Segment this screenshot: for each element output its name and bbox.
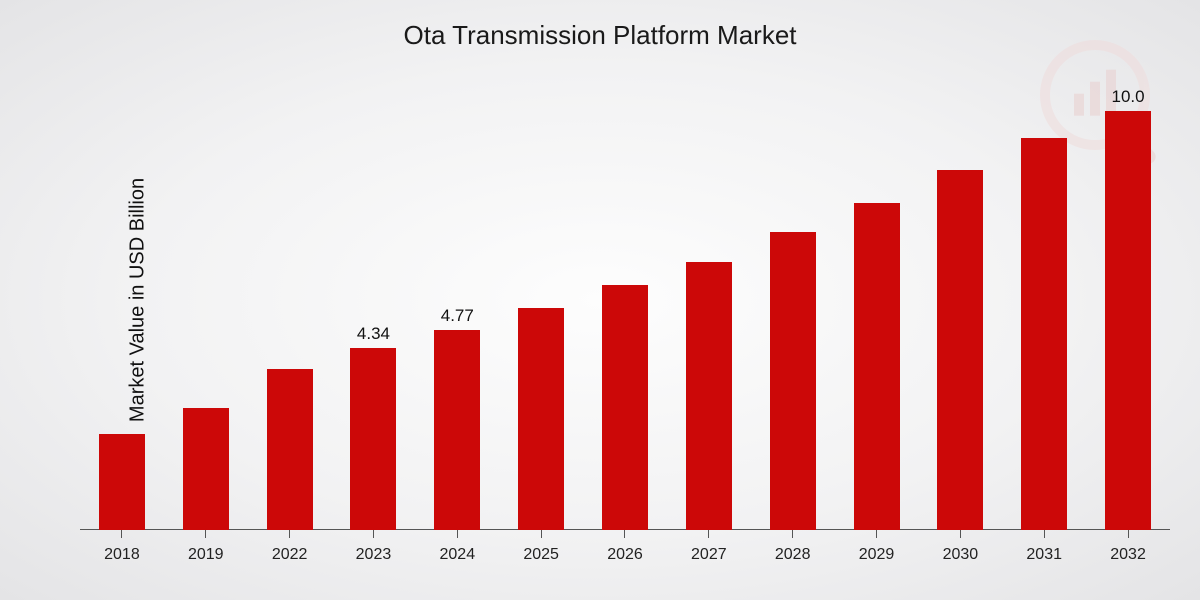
bar	[518, 308, 564, 530]
bar-slot	[835, 90, 919, 530]
x-axis-labels: 2018201920222023202420252026202720282029…	[80, 546, 1170, 564]
bar-slot	[667, 90, 751, 530]
bars-container: 4.34 4.77 10.0	[80, 90, 1170, 530]
x-tick	[708, 530, 709, 538]
bar	[99, 434, 145, 530]
bar	[434, 330, 480, 530]
x-tick	[457, 530, 458, 538]
x-axis-label: 2026	[583, 546, 667, 564]
bar-value-label: 4.77	[441, 306, 474, 326]
x-tick	[624, 530, 625, 538]
chart-title: Ota Transmission Platform Market	[0, 20, 1200, 51]
x-axis-label: 2022	[248, 546, 332, 564]
bar-slot: 10.0	[1086, 90, 1170, 530]
bar-slot	[248, 90, 332, 530]
bar	[1021, 138, 1067, 530]
x-axis-label: 2024	[415, 546, 499, 564]
plot-area: 4.34 4.77 10.0	[80, 90, 1170, 530]
bar	[770, 232, 816, 530]
x-axis-label: 2029	[835, 546, 919, 564]
bar-slot	[164, 90, 248, 530]
bar-slot: 4.77	[415, 90, 499, 530]
bar	[854, 203, 900, 530]
x-tick	[1128, 530, 1129, 538]
bar-value-label: 4.34	[357, 324, 390, 344]
x-tick	[289, 530, 290, 538]
bar-slot	[583, 90, 667, 530]
bar-value-label: 10.0	[1112, 87, 1145, 107]
x-tick	[121, 530, 122, 538]
x-axis-label: 2018	[80, 546, 164, 564]
x-tick	[960, 530, 961, 538]
bar-slot: 4.34	[332, 90, 416, 530]
x-axis-ticks	[80, 530, 1170, 538]
bar	[602, 285, 648, 530]
bar	[267, 369, 313, 530]
bar-slot	[751, 90, 835, 530]
x-axis-label: 2030	[918, 546, 1002, 564]
bar	[183, 408, 229, 530]
bar-slot	[1002, 90, 1086, 530]
x-axis-label: 2027	[667, 546, 751, 564]
x-axis-label: 2019	[164, 546, 248, 564]
x-tick	[792, 530, 793, 538]
x-tick	[373, 530, 374, 538]
x-axis-label: 2032	[1086, 546, 1170, 564]
x-axis-label: 2023	[332, 546, 416, 564]
x-tick	[541, 530, 542, 538]
bar-slot	[80, 90, 164, 530]
bar-slot	[499, 90, 583, 530]
x-tick	[876, 530, 877, 538]
bar	[937, 170, 983, 530]
x-tick	[1044, 530, 1045, 538]
bar-slot	[918, 90, 1002, 530]
bar	[350, 348, 396, 530]
x-axis-label: 2025	[499, 546, 583, 564]
bar	[686, 262, 732, 530]
bar	[1105, 111, 1151, 530]
x-axis-label: 2028	[751, 546, 835, 564]
x-tick	[205, 530, 206, 538]
x-axis-label: 2031	[1002, 546, 1086, 564]
